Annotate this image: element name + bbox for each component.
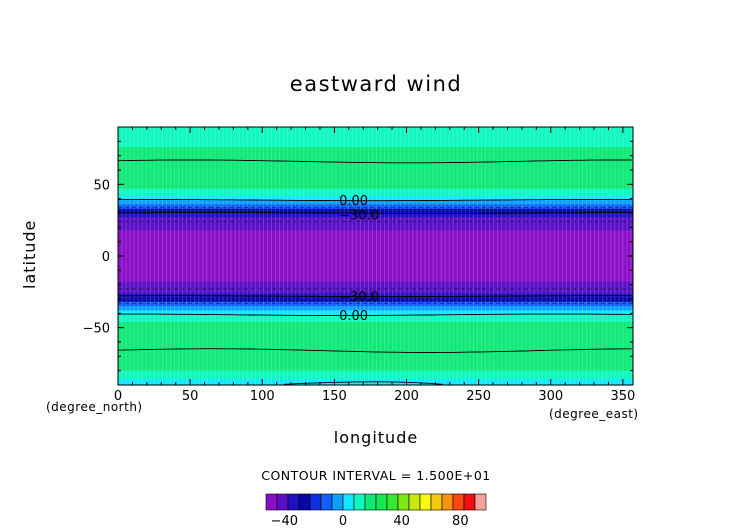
colorbar	[265, 493, 487, 511]
x-tick-label: 150	[322, 389, 347, 404]
contour-band	[118, 314, 633, 323]
contour-band	[118, 221, 633, 231]
grid-lines	[121, 127, 632, 385]
x-axis-unit: (degree_east)	[549, 407, 639, 421]
contour-band	[118, 379, 633, 386]
colorbar-swatch	[452, 493, 465, 511]
contour-band	[118, 138, 633, 148]
y-tick-label: 0	[102, 250, 110, 265]
contour-band	[118, 297, 633, 303]
contour-band	[118, 181, 633, 190]
y-axis-label: latitude	[20, 219, 39, 289]
contour-label: 0.00	[339, 194, 368, 209]
contour-band	[118, 213, 633, 218]
contour-band	[118, 293, 633, 299]
colorbar-swatch	[386, 493, 399, 511]
contour-line-zero-south	[118, 313, 632, 316]
colorbar-swatch	[408, 493, 421, 511]
contour-band	[118, 217, 633, 223]
colorbar-swatch	[342, 493, 355, 511]
contour-band	[118, 241, 633, 257]
contour-label: 0.00	[339, 309, 368, 324]
colorbar-swatch	[364, 493, 377, 511]
colorbar-tick-label: −40	[271, 514, 298, 529]
contour-band	[118, 200, 633, 205]
colorbar-swatch	[375, 493, 388, 511]
colorbar-swatch	[298, 493, 311, 511]
x-tick-label: 200	[394, 389, 419, 404]
colorbar-swatch	[309, 493, 322, 511]
contour-label: −30.0	[339, 208, 379, 223]
colorbar-swatch	[474, 493, 487, 511]
contour-fill-layer	[118, 127, 633, 386]
contour-band	[118, 230, 633, 243]
contour-band	[118, 174, 633, 183]
contour-band	[118, 195, 633, 201]
colorbar-swatch	[276, 493, 289, 511]
colorbar-swatch	[397, 493, 410, 511]
colorbar-swatch	[320, 493, 333, 511]
dashed-contours	[118, 206, 633, 304]
colorbar-swatch	[441, 493, 454, 511]
contour-line-zero-north	[118, 199, 632, 202]
contour-interval-label: CONTOUR INTERVAL = 1.500E+01	[261, 468, 491, 483]
x-tick-label: 50	[182, 389, 199, 404]
contour-band	[118, 301, 633, 307]
colorbar-tick-label: 40	[393, 514, 410, 529]
contour-line	[117, 348, 632, 353]
x-tick-label: 350	[610, 389, 635, 404]
contour-line-minus30-north	[118, 212, 632, 214]
chart-title: eastward wind	[289, 72, 463, 96]
y-tick-label: −50	[83, 322, 110, 337]
x-axis-label: longitude	[333, 428, 419, 447]
contour-band	[118, 127, 633, 140]
contour-band	[118, 270, 633, 283]
colorbar-swatch	[463, 493, 476, 511]
x-tick-label: 100	[250, 389, 275, 404]
colorbar-swatch	[265, 493, 278, 511]
contour-line-minus30-south	[118, 295, 632, 298]
contour-band	[118, 147, 633, 157]
colorbar-swatch	[287, 493, 300, 511]
contour-band	[118, 306, 633, 312]
contour-band	[118, 310, 633, 316]
contour-line-polar	[283, 381, 443, 385]
contour-band	[118, 204, 633, 210]
contour-band	[118, 155, 633, 165]
contour-band	[118, 256, 633, 271]
contour-band	[118, 330, 633, 340]
colorbar-swatch	[353, 493, 366, 511]
colorbar-tick-label: 80	[452, 514, 469, 529]
contour-band	[118, 349, 633, 360]
contour-band	[118, 321, 633, 332]
contour-band	[118, 281, 633, 290]
contour-band	[118, 288, 633, 294]
x-tick-label: 0	[114, 389, 122, 404]
y-tick-label: 50	[93, 178, 110, 193]
colorbar-swatch	[419, 493, 432, 511]
colorbar-swatch	[331, 493, 344, 511]
contour-band	[118, 188, 633, 197]
contour-line	[117, 159, 632, 164]
contour-band	[118, 359, 633, 372]
y-axis-unit: (degree_north)	[46, 400, 143, 414]
colorbar-tick-label: 0	[339, 514, 347, 529]
contour-band	[118, 208, 633, 214]
colorbar-swatch	[430, 493, 443, 511]
contour-label: −30.0	[339, 290, 379, 305]
contour-band	[118, 164, 633, 175]
x-tick-label: 300	[538, 389, 563, 404]
x-tick-label: 250	[466, 389, 491, 404]
contour-lines	[117, 159, 632, 385]
contour-band	[118, 370, 633, 380]
contour-band	[118, 339, 633, 350]
